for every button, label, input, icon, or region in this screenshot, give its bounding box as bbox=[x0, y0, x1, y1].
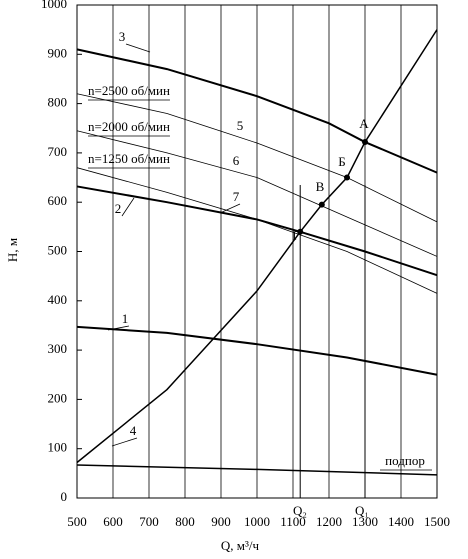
curve bbox=[76, 93, 438, 223]
y-tick-label: 200 bbox=[48, 390, 68, 405]
x-tick-label: 1500 bbox=[424, 514, 450, 529]
curve-label: 6 bbox=[233, 153, 240, 168]
curve bbox=[76, 130, 438, 257]
x-tick-label: 500 bbox=[67, 514, 87, 529]
y-tick-label: 100 bbox=[48, 440, 68, 455]
x-tick-label: 1400 bbox=[388, 514, 414, 529]
curve-label: 5 bbox=[237, 118, 244, 133]
y-tick-label: 600 bbox=[48, 193, 68, 208]
y-tick-label: 400 bbox=[48, 292, 68, 307]
x-tick-label: 1300 bbox=[352, 514, 378, 529]
x-tick-label: 1200 bbox=[316, 514, 342, 529]
speed-label: n=2500 об/мин bbox=[88, 83, 170, 98]
curve-label: 2 bbox=[115, 201, 122, 216]
curve-label: 7 bbox=[233, 189, 240, 204]
y-tick-label: 800 bbox=[48, 95, 68, 110]
reference-label: Q₁ bbox=[355, 503, 369, 518]
leader-line bbox=[125, 43, 151, 53]
speed-label: n=1250 об/мин bbox=[88, 151, 170, 166]
x-tick-label: 700 bbox=[139, 514, 159, 529]
point-label: Б bbox=[338, 154, 345, 169]
x-tick-label: 900 bbox=[211, 514, 231, 529]
curve-label: 3 bbox=[119, 29, 126, 44]
leader-line bbox=[121, 197, 135, 217]
leader-line bbox=[107, 325, 130, 331]
operating-point bbox=[297, 228, 304, 235]
y-tick-label: 1000 bbox=[41, 0, 67, 11]
x-tick-label: 1000 bbox=[244, 514, 270, 529]
y-tick-label: 900 bbox=[48, 45, 68, 60]
curve-label: 1 bbox=[122, 311, 129, 326]
curve bbox=[76, 325, 438, 376]
leader-line bbox=[219, 203, 241, 214]
curve bbox=[76, 48, 438, 174]
curve bbox=[76, 185, 438, 277]
speed-label: n=2000 об/мин bbox=[88, 119, 170, 134]
y-tick-label: 700 bbox=[48, 144, 68, 159]
x-tick-label: 600 bbox=[103, 514, 123, 529]
operating-point bbox=[344, 174, 350, 181]
curve-label: подпор bbox=[385, 453, 425, 468]
operating-point bbox=[318, 201, 325, 208]
curve bbox=[76, 29, 438, 464]
x-tick-label: 1100 bbox=[280, 514, 306, 529]
x-tick-label: 800 bbox=[175, 514, 195, 529]
y-tick-label: 500 bbox=[48, 242, 68, 257]
y-tick-label: 0 bbox=[61, 489, 68, 504]
operating-point bbox=[362, 139, 368, 146]
curve-label: 4 bbox=[130, 423, 137, 438]
leader-line bbox=[111, 437, 138, 447]
y-axis-label: H, м bbox=[5, 238, 20, 262]
y-tick-label: 300 bbox=[48, 341, 68, 356]
point-label: Г bbox=[292, 228, 300, 243]
x-axis-label: Q, м³/ч bbox=[221, 538, 260, 553]
reference-label: Q₂ bbox=[293, 503, 307, 518]
point-label: А bbox=[359, 116, 369, 131]
curve bbox=[76, 464, 438, 476]
point-label: В bbox=[316, 179, 325, 194]
